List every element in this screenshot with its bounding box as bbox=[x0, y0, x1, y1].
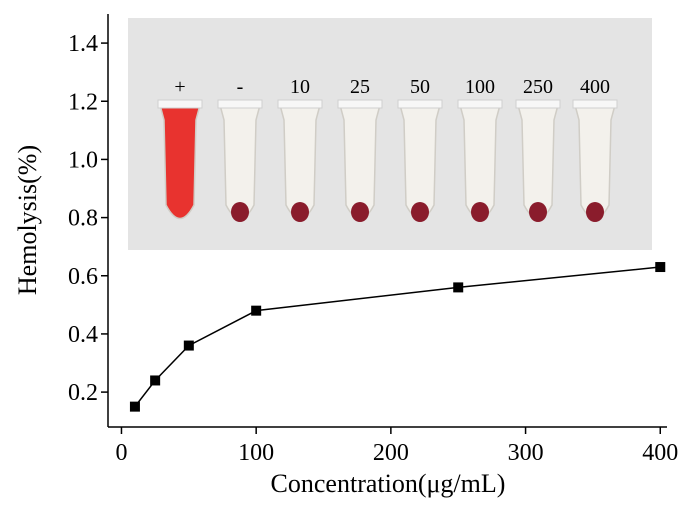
tube-cap bbox=[217, 99, 263, 109]
tube bbox=[339, 104, 381, 220]
pellet bbox=[351, 202, 369, 222]
tubes: + - 10 25 50 100 250 400 bbox=[157, 76, 618, 222]
pellet bbox=[586, 202, 604, 222]
tube-cap bbox=[397, 99, 443, 109]
data-point bbox=[655, 262, 666, 273]
x-tick-label: 0 bbox=[115, 440, 127, 466]
pellet bbox=[231, 202, 249, 222]
tube-cap bbox=[572, 99, 618, 109]
tube bbox=[399, 104, 441, 220]
y-tick-label: 0.8 bbox=[68, 206, 98, 232]
data-point bbox=[251, 305, 262, 316]
tube-cap bbox=[337, 99, 383, 109]
tube bbox=[459, 104, 501, 220]
data-point bbox=[183, 340, 194, 351]
x-tick-label: 400 bbox=[642, 440, 678, 466]
inset-photo bbox=[128, 18, 652, 250]
data-point bbox=[453, 282, 464, 293]
x-tick-label: 300 bbox=[508, 440, 544, 466]
y-tick-label: 1.0 bbox=[68, 147, 98, 173]
pellet bbox=[529, 202, 547, 222]
pellet bbox=[471, 202, 489, 222]
tube-cap bbox=[157, 99, 203, 109]
tube bbox=[574, 104, 616, 220]
tube-cap bbox=[277, 99, 323, 109]
tube-cap bbox=[515, 99, 561, 109]
data-line bbox=[134, 266, 661, 408]
y-tick-label: 1.4 bbox=[68, 31, 98, 57]
tube bbox=[159, 104, 201, 220]
y-tick-label: 1.2 bbox=[68, 89, 98, 115]
x-tick-label: 200 bbox=[373, 440, 409, 466]
y-axis-label: Hemolysis(%) bbox=[13, 145, 42, 295]
inset-label: 25 bbox=[350, 76, 370, 98]
inset-label: 50 bbox=[410, 76, 430, 98]
inset-label: 100 bbox=[465, 76, 495, 98]
data-point bbox=[129, 401, 140, 412]
inset-label: 250 bbox=[523, 76, 553, 98]
inset-label: 10 bbox=[290, 76, 310, 98]
y-tick-label: 0.6 bbox=[68, 264, 98, 290]
x-tick-label: 100 bbox=[238, 440, 274, 466]
tube-cap bbox=[457, 99, 503, 109]
tube bbox=[279, 104, 321, 220]
y-tick-label: 0.4 bbox=[68, 322, 98, 348]
pellet bbox=[411, 202, 429, 222]
x-axis-label: Concentration(μg/mL) bbox=[271, 469, 506, 498]
data-point bbox=[150, 375, 161, 386]
pellet bbox=[291, 202, 309, 222]
inset-label: 400 bbox=[580, 76, 610, 98]
y-tick-label: 0.2 bbox=[68, 380, 98, 406]
inset-label: + bbox=[174, 76, 185, 98]
tube bbox=[517, 104, 559, 220]
tube bbox=[219, 104, 261, 220]
inset-label: - bbox=[237, 76, 244, 98]
